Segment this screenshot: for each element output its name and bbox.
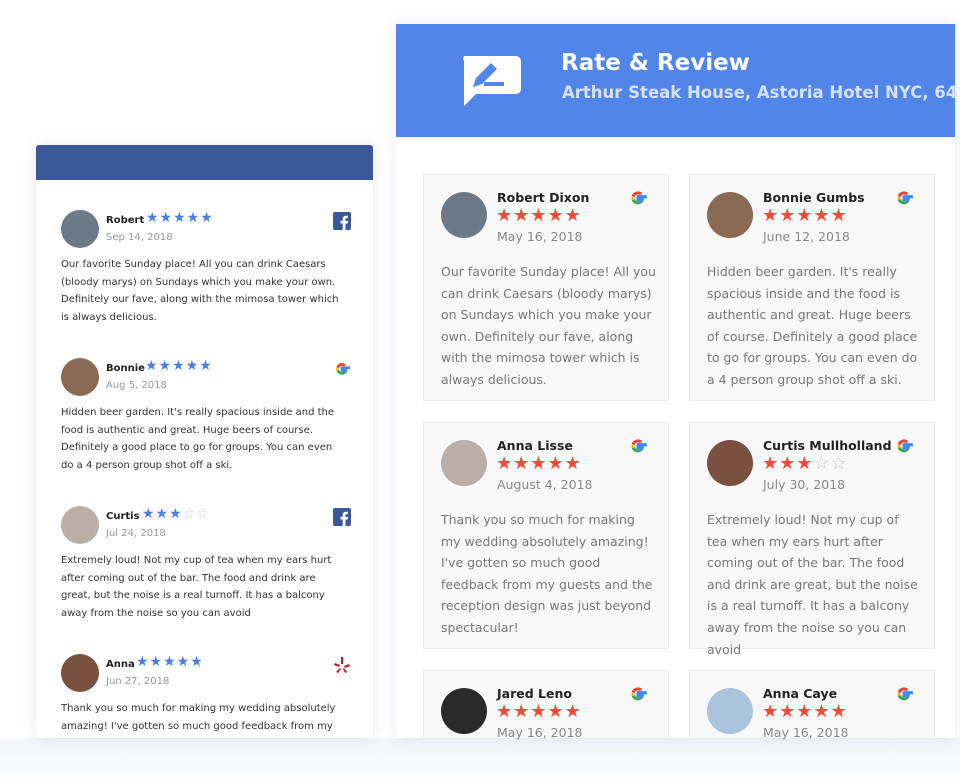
- review-date: Aug 5, 2018: [106, 380, 167, 391]
- star-rating: ★★★★★: [145, 358, 213, 374]
- reviewer-name: Anna Lisse: [497, 438, 573, 453]
- star-rating: ★★★★★: [762, 701, 848, 722]
- review-date: Jul 24, 2018: [106, 528, 166, 539]
- review-date: Sep 14, 2018: [106, 232, 173, 243]
- facebook-icon[interactable]: [333, 508, 351, 526]
- review-text: Our favorite Sunday place! All you can d…: [441, 264, 656, 387]
- facebook-icon[interactable]: [333, 212, 351, 230]
- google-icon[interactable]: [333, 360, 351, 378]
- review-card: Curtis Mullholland ★★★☆☆ July 30, 2018 E…: [689, 422, 935, 657]
- review-date: May 16, 2018: [763, 725, 849, 740]
- google-icon[interactable]: [894, 436, 914, 456]
- avatar: [707, 192, 753, 238]
- reviewer-name: Anna: [106, 659, 135, 670]
- review-date: July 30, 2018: [763, 477, 846, 492]
- avatar: [707, 688, 753, 734]
- avatar: [707, 440, 753, 486]
- avatar: [61, 210, 99, 248]
- google-icon[interactable]: [628, 436, 648, 456]
- review-text: Extremely loud! Not my cup of tea when m…: [61, 555, 332, 620]
- avatar: [441, 192, 487, 238]
- review-text: Thank you so much for making my wedding …: [61, 703, 336, 732]
- review-card: Robert Dixon ★★★★★ May 16, 2018 Our favo…: [423, 174, 669, 401]
- reviewer-name: Bonnie: [106, 363, 145, 374]
- review-card: Bonnie Gumbs ★★★★★ June 12, 2018 Hidden …: [689, 174, 935, 401]
- star-rating: ★★★★★: [762, 205, 848, 226]
- star-rating: ★★★☆☆: [142, 506, 210, 522]
- review-pencil-icon: [463, 56, 521, 106]
- star-rating: ★★★★★: [496, 205, 582, 226]
- review-text: Extremely loud! Not my cup of tea when m…: [707, 512, 918, 657]
- page-floor: [0, 738, 960, 777]
- review-date: Jun 27, 2018: [106, 676, 170, 687]
- star-rating: ★★★★★: [136, 654, 204, 670]
- yelp-icon[interactable]: [333, 656, 351, 674]
- avatar: [441, 688, 487, 734]
- widget-title: Rate & Review: [561, 50, 750, 76]
- star-rating: ★★★★★: [496, 701, 582, 722]
- avatar: [441, 440, 487, 486]
- right-review-widget: Rate & Review Arthur Steak House, Astori…: [396, 24, 960, 740]
- left-review-widget: Robert ★★★★★ Sep 14, 2018 Our favorite S…: [36, 145, 373, 738]
- review-text: Hidden beer garden. It's really spacious…: [707, 264, 918, 387]
- reviewer-name: Jared Leno: [497, 686, 572, 701]
- avatar: [61, 654, 99, 692]
- avatar: [61, 358, 99, 396]
- reviewer-name: Robert Dixon: [497, 190, 590, 205]
- star-rating: ★★★★★: [146, 210, 214, 226]
- left-widget-header: [36, 145, 373, 180]
- review-date: August 4, 2018: [497, 477, 593, 492]
- business-name: Arthur Steak House, Astoria Hotel NYC, 6…: [562, 83, 960, 102]
- google-icon[interactable]: [628, 188, 648, 208]
- review-date: May 16, 2018: [497, 725, 583, 740]
- review-card: Anna Caye ★★★★★ May 16, 2018: [689, 670, 935, 740]
- reviewer-name: Curtis: [106, 511, 140, 522]
- reviewer-name: Curtis Mullholland: [763, 438, 892, 453]
- review-date: June 12, 2018: [763, 229, 850, 244]
- reviewer-name: Bonnie Gumbs: [763, 190, 865, 205]
- reviewer-name: Anna Caye: [763, 686, 838, 701]
- review-date: May 16, 2018: [497, 229, 583, 244]
- review-card: Anna Lisse ★★★★★ August 4, 2018 Thank yo…: [423, 422, 669, 649]
- google-icon[interactable]: [894, 188, 914, 208]
- star-rating: ★★★☆☆: [762, 453, 848, 474]
- review-text: Thank you so much for making my wedding …: [441, 512, 653, 635]
- star-rating: ★★★★★: [496, 453, 582, 474]
- google-icon[interactable]: [894, 684, 914, 704]
- reviewer-name: Robert: [106, 215, 145, 226]
- review-card: Jared Leno ★★★★★ May 16, 2018: [423, 670, 669, 740]
- review-text: Our favorite Sunday place! All you can d…: [61, 259, 339, 324]
- review-text: Hidden beer garden. It's really spacious…: [61, 407, 335, 472]
- avatar: [61, 506, 99, 544]
- google-icon[interactable]: [628, 684, 648, 704]
- rate-review-header: Rate & Review Arthur Steak House, Astori…: [396, 24, 960, 137]
